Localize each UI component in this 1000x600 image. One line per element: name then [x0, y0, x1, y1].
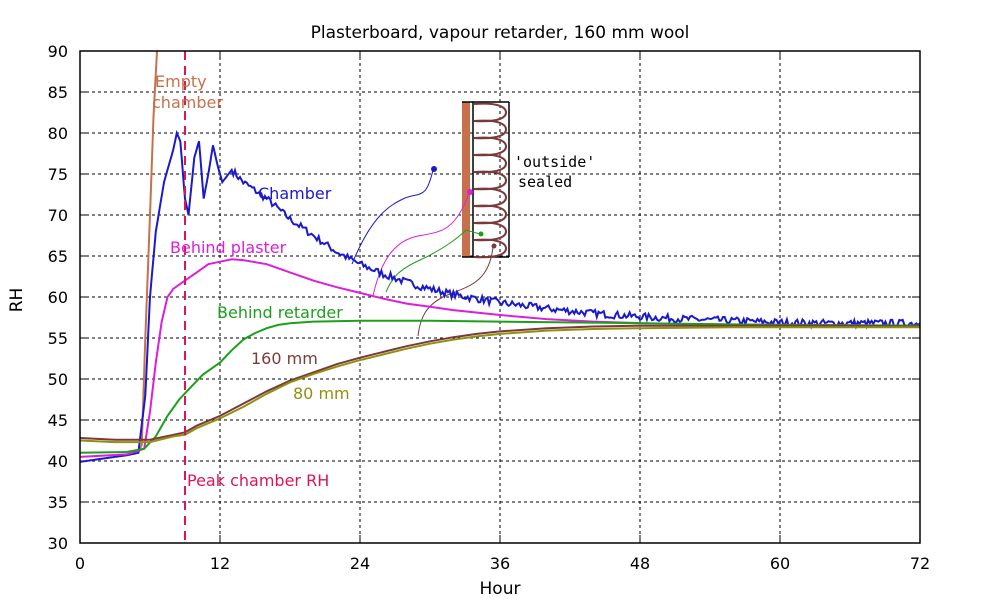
empty-chamber-label-line1: Empty — [155, 72, 207, 91]
x-tick-label: 0 — [75, 554, 85, 573]
y-tick-label: 40 — [48, 452, 68, 471]
plaster-layer — [462, 102, 470, 257]
x-tick-label: 12 — [210, 554, 230, 573]
x-tick-label: 24 — [350, 554, 370, 573]
chamber-leader — [351, 169, 434, 265]
x-tick-label: 60 — [770, 554, 790, 573]
y-tick-label: 85 — [48, 83, 68, 102]
y-tick-label: 35 — [48, 493, 68, 512]
y-tick-label: 55 — [48, 329, 68, 348]
y-tick-label: 70 — [48, 206, 68, 225]
y-tick-label: 90 — [48, 42, 68, 61]
series-line-empty-chamber — [137, 51, 158, 454]
wool-coil — [473, 102, 508, 259]
series-line-behind-retarder — [80, 319, 920, 454]
chart-title: Plasterboard, vapour retarder, 160 mm wo… — [311, 23, 690, 43]
wool-leader — [417, 246, 494, 337]
x-tick-label: 48 — [630, 554, 650, 573]
x-axis-label: Hour — [480, 579, 521, 599]
retarder-sensor-dot — [478, 231, 484, 237]
y-tick-label: 50 — [48, 370, 68, 389]
sealed-label: sealed — [518, 173, 572, 191]
y-tick-label: 65 — [48, 247, 68, 266]
tick-labels: 30 35 40 45 50 55 60 65 70 75 80 85 90 0 12 24 36 48 60 72 — [48, 42, 931, 573]
behind-plaster-label: Behind plaster — [170, 238, 287, 257]
y-tick-label: 75 — [48, 165, 68, 184]
y-axis-label: RH — [7, 288, 27, 313]
outside-label: 'outside' — [514, 153, 595, 171]
y-tick-label: 60 — [48, 288, 68, 307]
x-tick-label: 36 — [490, 554, 510, 573]
plaster-leader — [372, 192, 470, 297]
y-tick-label: 80 — [48, 124, 68, 143]
plot-frame — [79, 50, 921, 544]
peak-chamber-label: Peak chamber RH — [187, 471, 329, 490]
series-labels: Empty chamber Chamber Behind plaster Beh… — [152, 72, 350, 403]
80mm-label: 80 mm — [293, 384, 350, 403]
wool-sensor-dot — [491, 243, 497, 249]
empty-chamber-label-line2: chamber — [152, 93, 223, 112]
series-line-behind-plaster — [80, 258, 920, 458]
chamber-label: Chamber — [258, 184, 332, 203]
x-tick-label: 72 — [910, 554, 930, 573]
sensor-leaders — [351, 166, 497, 337]
behind-retarder-label: Behind retarder — [217, 303, 343, 322]
plaster-sensor-dot — [467, 189, 473, 195]
y-tick-label: 30 — [48, 534, 68, 553]
wall-section-diagram: 'outside' sealed — [462, 101, 595, 259]
grid — [79, 50, 921, 544]
chamber-sensor-dot — [431, 166, 437, 172]
160mm-label: 160 mm — [251, 349, 318, 368]
series-line-chamber — [80, 129, 920, 463]
y-tick-label: 45 — [48, 411, 68, 430]
